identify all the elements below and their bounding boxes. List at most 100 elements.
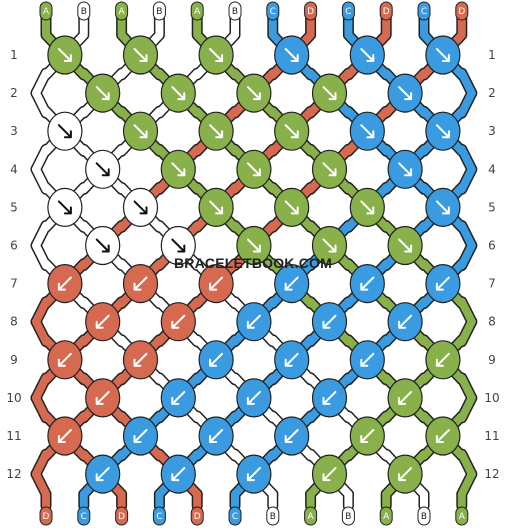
arrow-down-right-icon	[171, 238, 186, 253]
string-label-top-tab	[304, 1, 318, 21]
string-label-bottom: B	[345, 512, 351, 522]
arrow-down-left-icon	[360, 352, 375, 367]
string-label-top: C	[270, 7, 276, 17]
string-label-top: C	[345, 7, 351, 17]
arrow-down-left-icon	[246, 314, 261, 329]
row-label-left: 5	[10, 200, 18, 214]
arrow-down-left-icon	[209, 352, 224, 367]
string-label-top: C	[421, 7, 427, 17]
arrow-down-left-icon	[95, 390, 110, 405]
arrow-down-right-icon	[133, 200, 148, 215]
string-label-bottom-tab	[455, 506, 469, 526]
arrow-down-right-icon	[209, 200, 224, 215]
row-label-right: 12	[484, 467, 499, 481]
arrow-down-right-icon	[95, 86, 110, 101]
arrow-down-left-icon	[284, 276, 299, 291]
arrow-down-left-icon	[398, 390, 413, 405]
arrow-down-right-icon	[246, 162, 261, 177]
arrow-down-left-icon	[322, 390, 337, 405]
row-label-left: 1	[10, 48, 18, 62]
row-label-right: 8	[488, 315, 496, 329]
arrow-down-left-icon	[133, 352, 148, 367]
string-label-top: D	[307, 7, 314, 17]
row-label-left: 10	[6, 391, 21, 405]
arrow-down-left-icon	[133, 429, 148, 443]
arrow-down-right-icon	[284, 48, 299, 62]
arrow-down-left-icon	[398, 467, 413, 482]
arrow-down-left-icon	[435, 429, 450, 443]
string-label-bottom-tab	[115, 506, 129, 526]
string-label-bottom: A	[459, 512, 466, 522]
string-label-bottom: D	[43, 512, 50, 522]
string-label-bottom-tab	[152, 506, 166, 526]
arrow-down-right-icon	[284, 200, 299, 215]
arrow-down-right-icon	[246, 238, 261, 253]
string-label-top: B	[156, 7, 162, 17]
arrow-down-left-icon	[398, 314, 413, 329]
string-label-top-tab	[152, 1, 166, 21]
row-label-left: 2	[10, 86, 18, 100]
string-label-bottom: C	[232, 512, 238, 522]
arrow-down-left-icon	[360, 429, 375, 443]
row-label-right: 5	[488, 200, 496, 214]
arrow-down-left-icon	[95, 467, 110, 482]
arrow-down-left-icon	[171, 314, 186, 329]
row-label-left: 6	[10, 239, 18, 253]
row-label-left: 12	[6, 467, 21, 481]
string-label-top: D	[458, 7, 465, 17]
arrow-down-right-icon	[171, 162, 186, 177]
row-label-left: 9	[10, 353, 18, 367]
arrow-down-left-icon	[133, 276, 148, 291]
string-label-top-tab	[228, 1, 242, 21]
arrow-down-right-icon	[57, 124, 72, 139]
string-label-top-tab	[190, 1, 204, 21]
arrow-down-right-icon	[284, 124, 299, 139]
arrow-down-left-icon	[360, 276, 375, 291]
arrow-down-right-icon	[435, 124, 450, 139]
row-label-right: 9	[488, 353, 496, 367]
arrow-down-right-icon	[133, 124, 148, 139]
string-label-bottom: B	[421, 512, 427, 522]
arrow-down-right-icon	[435, 200, 450, 215]
arrow-down-right-icon	[398, 238, 413, 253]
arrow-down-left-icon	[246, 467, 261, 482]
row-label-right: 6	[488, 239, 496, 253]
arrow-down-left-icon	[435, 352, 450, 367]
row-label-right: 2	[488, 86, 496, 100]
row-label-left: 7	[10, 277, 18, 291]
string-label-bottom: D	[118, 512, 125, 522]
arrow-down-left-icon	[322, 467, 337, 482]
string-label-bottom: A	[308, 512, 315, 522]
string-label-bottom-tab	[341, 506, 355, 526]
arrow-down-right-icon	[360, 124, 375, 139]
string-label-top-tab	[417, 1, 431, 21]
arrow-down-left-icon	[435, 276, 450, 291]
arrow-down-right-icon	[322, 86, 337, 101]
arrow-down-right-icon	[246, 86, 261, 101]
row-label-right: 3	[488, 124, 496, 138]
string-label-top-tab	[379, 1, 393, 21]
arrow-down-left-icon	[57, 429, 72, 443]
arrow-down-left-icon	[209, 429, 224, 443]
string-label-bottom-tab	[417, 506, 431, 526]
arrow-down-left-icon	[284, 352, 299, 367]
string-label-top-tab	[77, 1, 91, 21]
arrow-down-left-icon	[171, 467, 186, 482]
string-label-bottom-tab	[190, 506, 204, 526]
row-label-left: 4	[10, 162, 18, 176]
string-label-top-tab	[115, 1, 129, 21]
arrow-down-right-icon	[171, 86, 186, 101]
string-label-bottom: D	[194, 512, 201, 522]
watermark-text: BRACELETBOOK.COM	[174, 255, 332, 271]
arrow-down-right-icon	[398, 86, 413, 101]
row-label-right: 11	[484, 429, 499, 443]
arrow-down-left-icon	[57, 276, 72, 291]
string-label-bottom: B	[270, 512, 276, 522]
row-label-left: 8	[10, 315, 18, 329]
arrow-down-left-icon	[209, 276, 224, 291]
arrow-down-right-icon	[57, 48, 72, 62]
string-label-bottom-tab	[304, 506, 318, 526]
row-label-left: 11	[6, 429, 21, 443]
arrow-down-left-icon	[57, 352, 72, 367]
